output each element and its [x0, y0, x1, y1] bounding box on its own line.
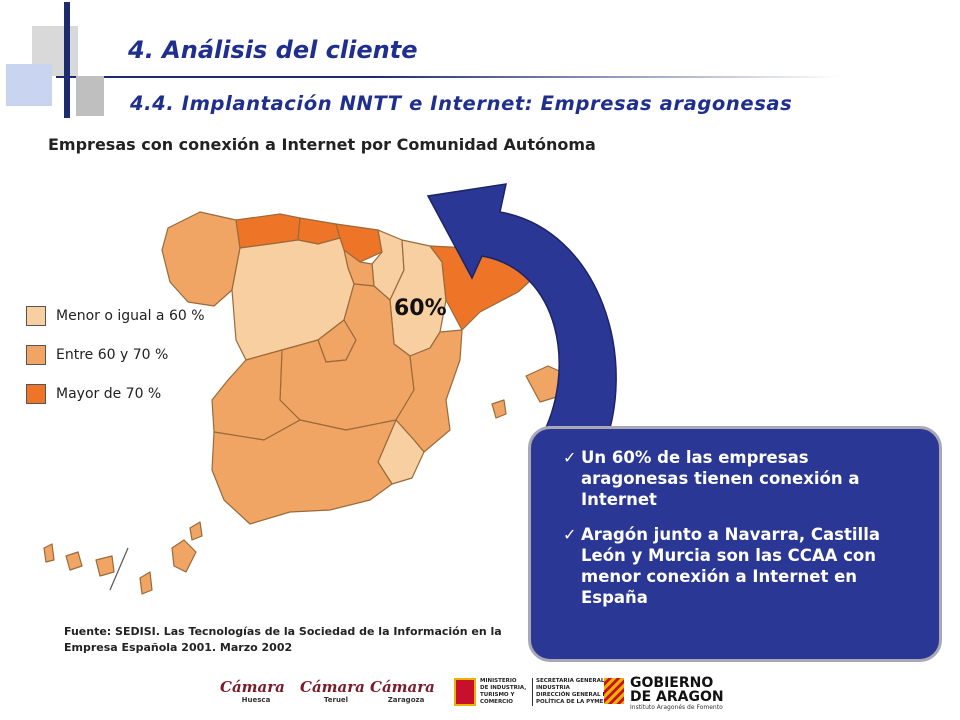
- legend-swatch-low: [26, 306, 46, 326]
- region-canarias-4: [139, 571, 153, 595]
- header-decoration-grey: [76, 76, 104, 116]
- curved-arrow-icon: [426, 183, 617, 453]
- legend-item-high: Mayor de 70 %: [26, 384, 246, 404]
- info-bullet: ✓ Aragón junto a Navarra, Castilla León …: [563, 524, 911, 608]
- coat-of-arms-icon: [454, 678, 476, 706]
- region-canarias-6: [189, 521, 203, 541]
- legend-item-low: Menor o igual a 60 %: [26, 306, 246, 326]
- region-canarias-3: [95, 555, 115, 577]
- checkmark-icon: ✓: [563, 448, 577, 467]
- header-underline: [56, 76, 840, 78]
- region-canarias-1: [43, 543, 55, 563]
- legend-item-mid: Entre 60 y 70 %: [26, 345, 246, 365]
- legend-label-mid: Entre 60 y 70 %: [56, 347, 169, 363]
- checkmark-icon: ✓: [563, 525, 577, 544]
- region-baleares-ibiza: [491, 399, 507, 419]
- region-andalucia: [211, 419, 397, 525]
- info-box: ✓ Un 60% de las empresas aragonesas tien…: [528, 426, 942, 662]
- aragon-percentage-label: 60%: [394, 296, 447, 321]
- aragon-flag-icon: [604, 678, 624, 704]
- region-canarias-2: [65, 551, 83, 571]
- info-bullet: ✓ Un 60% de las empresas aragonesas tien…: [563, 447, 911, 510]
- region-galicia: [161, 211, 241, 307]
- page-title: 4. Análisis del cliente: [128, 36, 418, 64]
- header-decoration-bar: [64, 2, 70, 118]
- page-subtitle: 4.4. Implantación NNTT e Internet: Empre…: [130, 92, 793, 115]
- canarias-divider: [109, 547, 129, 591]
- legend-swatch-high: [26, 384, 46, 404]
- info-bullet-text: Un 60% de las empresas aragonesas tienen…: [581, 448, 860, 509]
- legend-swatch-mid: [26, 345, 46, 365]
- region-valencia: [395, 329, 463, 453]
- legend-label-high: Mayor de 70 %: [56, 386, 162, 402]
- header-decoration-square-blue: [6, 64, 52, 106]
- map-title: Empresas con conexión a Internet por Com…: [48, 135, 596, 154]
- footer-logos: Cámara Huesca Cámara Teruel Cámara Zarag…: [220, 675, 724, 711]
- camara-teruel-logo: Cámara Teruel: [300, 678, 365, 704]
- legend-label-low: Menor o igual a 60 %: [56, 308, 205, 324]
- camara-huesca-logo: Cámara Huesca: [220, 678, 285, 704]
- map-legend: Menor o igual a 60 % Entre 60 y 70 % May…: [26, 306, 246, 423]
- camara-zaragoza-logo: Cámara Zaragoza: [370, 678, 435, 704]
- region-canarias-5: [171, 539, 197, 573]
- info-bullet-text: Aragón junto a Navarra, Castilla León y …: [581, 525, 880, 607]
- source-note: Fuente: SEDISI. Las Tecnologías de la So…: [64, 625, 502, 654]
